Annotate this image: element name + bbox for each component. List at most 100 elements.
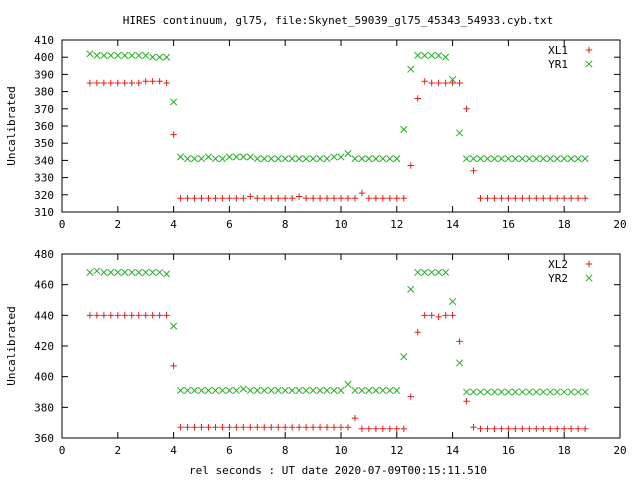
data-point-XL2: [142, 312, 149, 319]
data-point-XL2: [526, 425, 533, 432]
data-point-YR1: [449, 76, 457, 84]
data-point-XL2: [581, 425, 589, 432]
data-point-YR1: [177, 153, 185, 161]
data-point-YR1: [574, 155, 582, 163]
data-point-XL1: [386, 195, 394, 202]
data-point-YR2: [525, 388, 533, 396]
data-point-XL2: [114, 312, 121, 319]
data-point-XL1: [400, 195, 407, 202]
data-point-XL2: [254, 424, 261, 431]
data-point-YR2: [532, 388, 540, 396]
data-point-YR1: [204, 153, 213, 161]
data-point-XL2: [365, 425, 373, 432]
data-point-XL1: [288, 195, 296, 202]
data-point-YR2: [435, 268, 443, 276]
data-point-XL1: [247, 193, 254, 200]
data-point-XL2: [519, 425, 526, 432]
y-tick-label: 370: [34, 103, 54, 116]
data-point-XL1: [379, 195, 387, 202]
data-point-YR1: [253, 155, 261, 163]
data-point-XL2: [121, 312, 128, 319]
y-tick-label: 360: [34, 432, 54, 445]
data-point-YR1: [135, 51, 143, 60]
data-point-XL1: [351, 195, 359, 202]
data-point-XL2: [282, 424, 289, 431]
data-point-XL2: [205, 424, 212, 431]
data-point-XL2: [491, 425, 498, 432]
data-point-YR1: [428, 51, 436, 60]
data-point-YR2: [316, 386, 324, 395]
data-point-XL1: [526, 195, 533, 202]
y-tick-label: 360: [34, 120, 54, 133]
data-point-YR1: [525, 155, 533, 163]
data-point-XL1: [449, 79, 456, 87]
data-point-YR2: [274, 386, 282, 395]
data-point-YR1: [302, 155, 310, 163]
y-tick-label: 480: [34, 248, 54, 261]
data-point-YR2: [511, 388, 519, 396]
data-point-YR2: [456, 359, 464, 367]
data-point-YR2: [232, 386, 240, 395]
data-point-XL1: [428, 79, 435, 87]
data-point-YR1: [190, 155, 199, 163]
data-point-YR1: [518, 155, 526, 163]
data-point-XL1: [191, 195, 198, 202]
y-tick-label: 400: [34, 371, 54, 384]
data-point-XL1: [107, 79, 115, 87]
y-tick-label: 420: [34, 340, 54, 353]
data-point-YR1: [183, 155, 192, 163]
data-point-YR2: [442, 268, 450, 276]
data-point-XL1: [561, 195, 568, 202]
data-point-YR2: [497, 388, 505, 396]
y-tick-label: 390: [34, 68, 54, 81]
data-point-XL1: [309, 195, 317, 202]
data-point-YR2: [142, 268, 150, 276]
data-point-YR2: [581, 388, 589, 396]
data-point-YR1: [567, 155, 575, 163]
data-point-XL1: [344, 195, 352, 202]
data-point-XL2: [533, 425, 540, 432]
data-point-YR1: [483, 155, 492, 163]
x-tick-label: 16: [502, 444, 515, 457]
data-point-YR2: [449, 297, 457, 306]
data-point-YR1: [476, 155, 485, 163]
legend-marker-YR1: [585, 60, 593, 68]
x-tick-label: 14: [446, 218, 460, 231]
y-tick-label: 380: [34, 86, 54, 99]
chart-title: HIRES continuum, gl75, file:Skynet_59039…: [123, 14, 553, 27]
data-point-YR1: [267, 155, 275, 163]
data-point-YR2: [211, 386, 220, 395]
data-point-YR2: [553, 388, 561, 396]
data-point-YR2: [135, 268, 143, 276]
legend-marker-XL1: [585, 46, 593, 54]
data-point-XL1: [295, 193, 303, 200]
y-axis-label: Uncalibrated: [5, 86, 18, 165]
data-point-XL1: [268, 195, 275, 202]
data-point-YR1: [197, 155, 206, 163]
data-point-XL1: [149, 78, 156, 85]
data-point-YR2: [309, 386, 317, 395]
data-point-YR2: [344, 380, 352, 388]
data-point-YR1: [93, 51, 101, 60]
data-point-YR2: [100, 268, 108, 276]
data-point-YR1: [407, 65, 415, 73]
data-point-XL2: [107, 312, 115, 319]
y-tick-label: 440: [34, 309, 54, 322]
data-point-XL2: [372, 425, 380, 432]
data-point-XL1: [498, 195, 505, 202]
data-point-XL2: [86, 312, 94, 319]
data-point-YR1: [309, 155, 317, 163]
data-point-YR2: [407, 285, 415, 293]
data-point-YR2: [93, 267, 101, 275]
data-point-XL1: [261, 195, 268, 202]
y-tick-label: 400: [34, 51, 54, 64]
data-point-XL2: [212, 424, 219, 431]
data-point-XL1: [323, 195, 331, 202]
y-tick-label: 410: [34, 34, 54, 47]
data-point-XL2: [449, 312, 456, 319]
data-point-XL1: [163, 79, 170, 87]
y-tick-label: 380: [34, 401, 54, 414]
data-point-XL1: [316, 195, 324, 202]
x-tick-label: 18: [558, 218, 571, 231]
data-point-XL1: [421, 78, 428, 85]
